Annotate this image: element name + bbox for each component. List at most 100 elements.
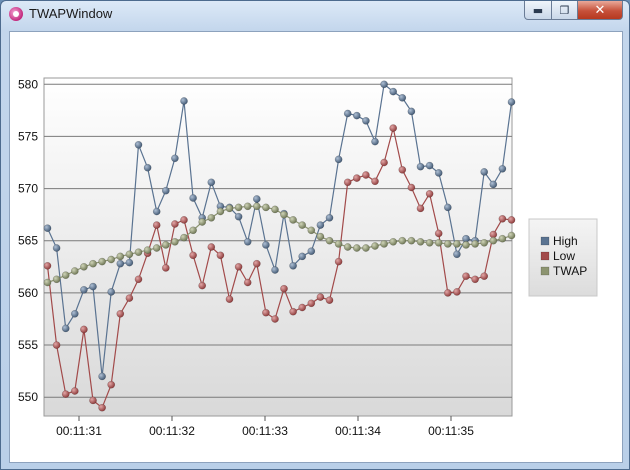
high-point — [80, 285, 88, 294]
plot-area — [43, 77, 513, 417]
y-tick-label: 560 — [18, 286, 38, 300]
low-point — [171, 220, 179, 228]
low-point — [161, 264, 170, 272]
maximize-button[interactable]: ❐ — [552, 1, 578, 20]
high-point — [425, 161, 434, 170]
twap-point — [234, 203, 243, 212]
high-point — [161, 186, 170, 195]
high-point — [389, 87, 398, 96]
x-tick-label: 00:11:31 — [56, 424, 102, 438]
low-point — [61, 390, 70, 398]
close-icon: ✕ — [594, 2, 606, 18]
twap-point — [498, 234, 507, 243]
low-point — [371, 177, 379, 186]
legend-label-low: Low — [553, 249, 575, 263]
low-point — [298, 303, 307, 312]
twap-point — [289, 216, 297, 224]
twap-point — [471, 240, 479, 248]
high-line — [46, 83, 513, 377]
twap-point — [116, 252, 125, 261]
low-point — [252, 259, 261, 268]
twap-point — [389, 237, 398, 246]
high-point — [343, 109, 352, 118]
high-point — [89, 282, 97, 291]
twap-point — [198, 218, 207, 226]
low-point — [471, 275, 479, 284]
low-point — [107, 380, 116, 389]
low-point — [352, 174, 361, 182]
twap-point — [89, 259, 97, 268]
high-point — [362, 116, 370, 125]
low-point — [416, 204, 425, 213]
low-point — [189, 251, 197, 260]
twap-point — [325, 236, 334, 245]
low-point — [271, 315, 279, 323]
low-point — [398, 165, 407, 174]
x-tick-label: 00:11:35 — [428, 424, 474, 438]
high-point — [252, 195, 261, 203]
twap-point — [225, 204, 234, 213]
high-point — [371, 137, 379, 146]
twap-point — [407, 236, 416, 245]
close-button[interactable]: ✕ — [578, 1, 623, 20]
high-point — [398, 93, 407, 102]
twap-point — [107, 255, 116, 264]
twap-point — [262, 203, 270, 212]
twap-point — [434, 238, 443, 247]
low-point — [316, 293, 325, 301]
y-tick-label: 550 — [18, 390, 38, 404]
twap-point — [98, 257, 106, 266]
twap-point — [316, 232, 325, 241]
low-point — [134, 275, 143, 284]
low-point — [307, 299, 316, 308]
high-point — [434, 169, 443, 177]
twap-series — [43, 202, 516, 287]
high-point — [416, 162, 425, 171]
high-point — [316, 221, 325, 229]
low-point — [180, 216, 188, 224]
y-tick-label: 565 — [18, 234, 38, 248]
twap-point — [307, 226, 316, 235]
low-point — [80, 325, 88, 334]
low-point — [380, 158, 388, 167]
window-controls: ▬ ❐ ✕ — [524, 1, 623, 21]
legend-label-twap: TWAP — [553, 264, 587, 278]
twap-point — [80, 262, 88, 271]
low-point — [325, 296, 334, 305]
twap-point — [143, 246, 152, 254]
grid-lines — [44, 83, 512, 398]
twap-line — [47, 205, 512, 284]
high-point — [262, 241, 270, 249]
low-point — [498, 214, 507, 223]
x-tick-label: 00:11:32 — [149, 424, 195, 438]
high-point — [98, 372, 106, 381]
minimize-button[interactable]: ▬ — [524, 1, 552, 20]
high-point — [43, 224, 52, 233]
low-point — [43, 261, 52, 270]
twap-point — [207, 213, 216, 222]
twap-point — [462, 241, 470, 249]
low-point — [243, 278, 252, 287]
twap-point — [180, 233, 188, 242]
high-point — [180, 97, 188, 105]
twap-point — [61, 271, 70, 280]
low-point — [262, 308, 270, 317]
high-point — [234, 212, 243, 221]
low-point — [289, 307, 297, 316]
twap-point — [280, 210, 288, 219]
twap-point — [453, 240, 461, 248]
high-point — [152, 207, 161, 216]
twap-point — [480, 238, 489, 247]
high-point — [125, 258, 134, 267]
high-point — [243, 237, 252, 246]
y-tick-label: 570 — [18, 182, 38, 196]
title-bar[interactable]: TWAPWindow ▬ ❐ ✕ — [1, 1, 629, 27]
high-point — [480, 168, 489, 176]
high-point — [271, 266, 279, 274]
high-point — [380, 80, 388, 89]
high-point — [407, 107, 416, 116]
y-axis: 550 555 560 565 570 575 580 — [18, 77, 38, 404]
twap-point — [443, 240, 452, 248]
